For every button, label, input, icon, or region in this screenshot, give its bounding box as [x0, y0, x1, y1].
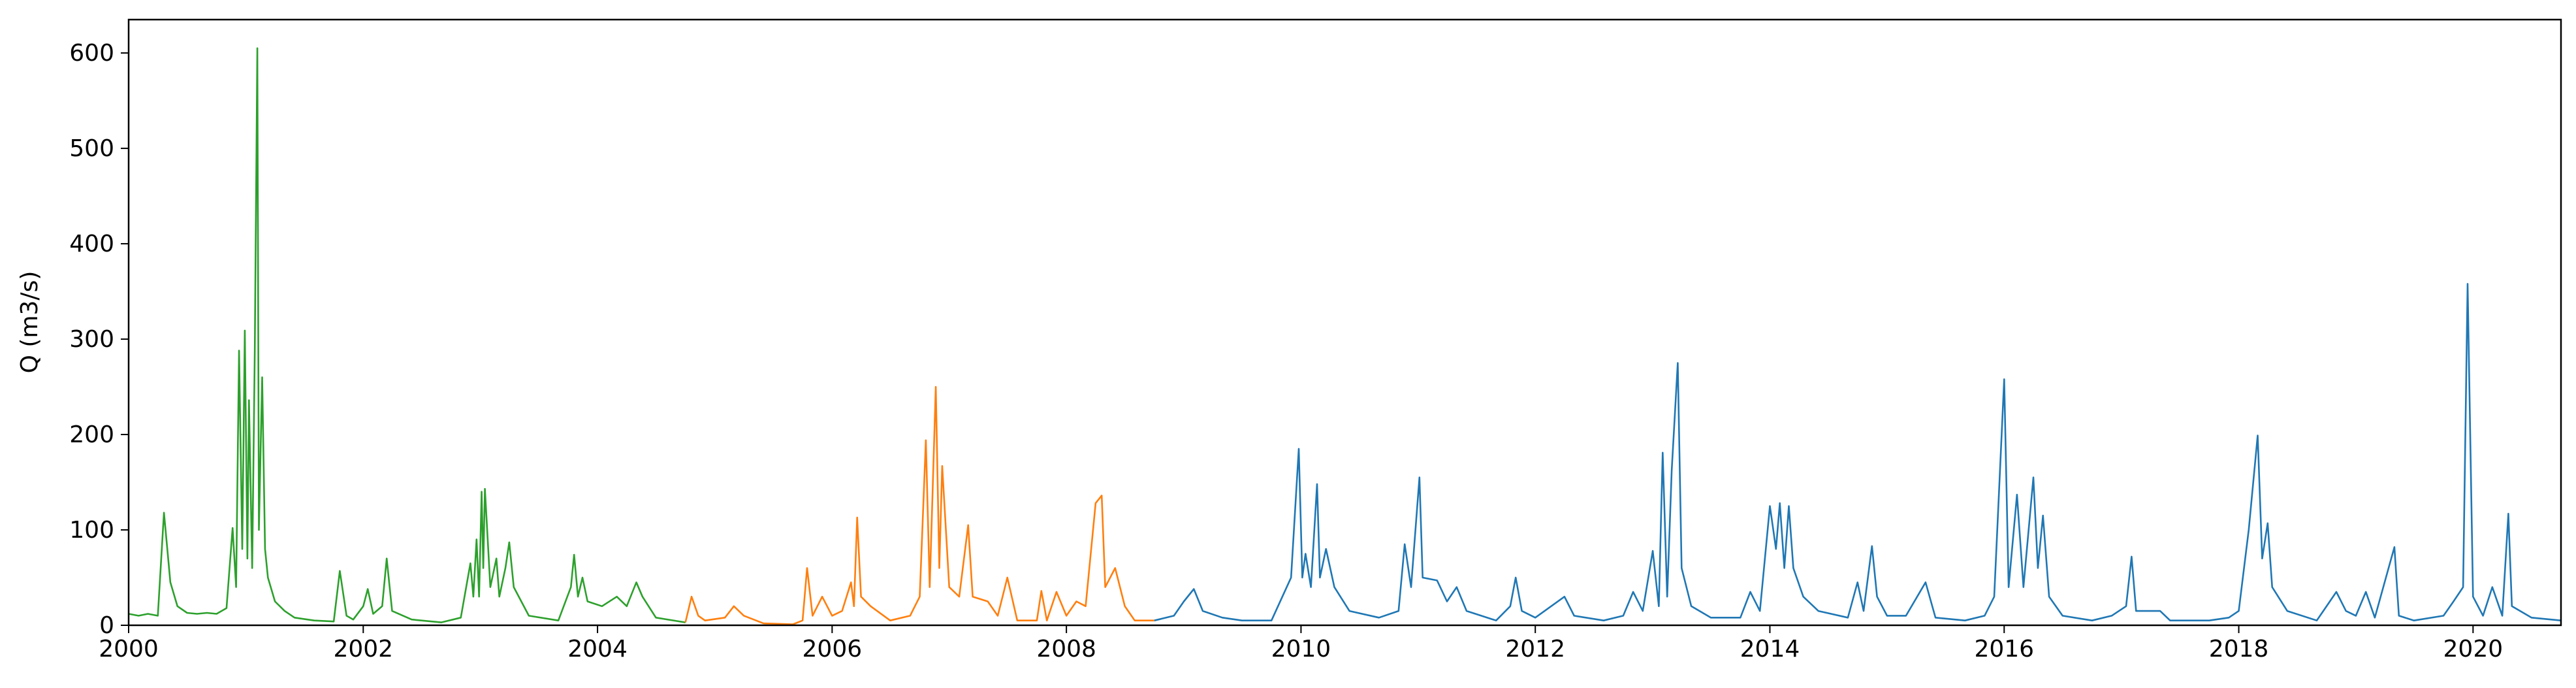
- x-tick-label: 2008: [1036, 636, 1096, 663]
- series-line-3: [1154, 283, 2562, 622]
- y-tick-label: 600: [69, 40, 114, 67]
- y-tick-label: 500: [69, 135, 114, 162]
- y-tick-label: 100: [69, 517, 114, 544]
- x-tick-label: 2020: [2443, 636, 2504, 663]
- x-tick-label: 2000: [99, 636, 159, 663]
- x-tick-label: 2016: [1974, 636, 2034, 663]
- y-axis: 0 100 200 300 400 500 600: [69, 40, 129, 639]
- series-layer: [128, 47, 2562, 625]
- x-tick-label: 2010: [1271, 636, 1331, 663]
- series-line-2: [684, 385, 1154, 625]
- x-tick-label: 2012: [1505, 636, 1565, 663]
- x-axis: 2000 2002 2004 2006 2008 2010 2012 2014 2016 2018…: [99, 625, 2503, 663]
- y-tick-label: 0: [99, 612, 114, 639]
- y-tick-label: 300: [69, 326, 114, 353]
- x-tick-label: 2018: [2209, 636, 2269, 663]
- x-tick-label: 2002: [333, 636, 393, 663]
- x-tick-label: 2004: [567, 636, 628, 663]
- y-axis-title: Q (m3/s): [16, 271, 43, 374]
- x-tick-label: 2014: [1740, 636, 1800, 663]
- plot-area-frame: [127, 18, 2562, 627]
- x-tick-label: 2006: [803, 636, 863, 663]
- series-line-1: [128, 47, 686, 623]
- y-tick-label: 200: [69, 421, 114, 448]
- y-tick-label: 400: [69, 231, 114, 257]
